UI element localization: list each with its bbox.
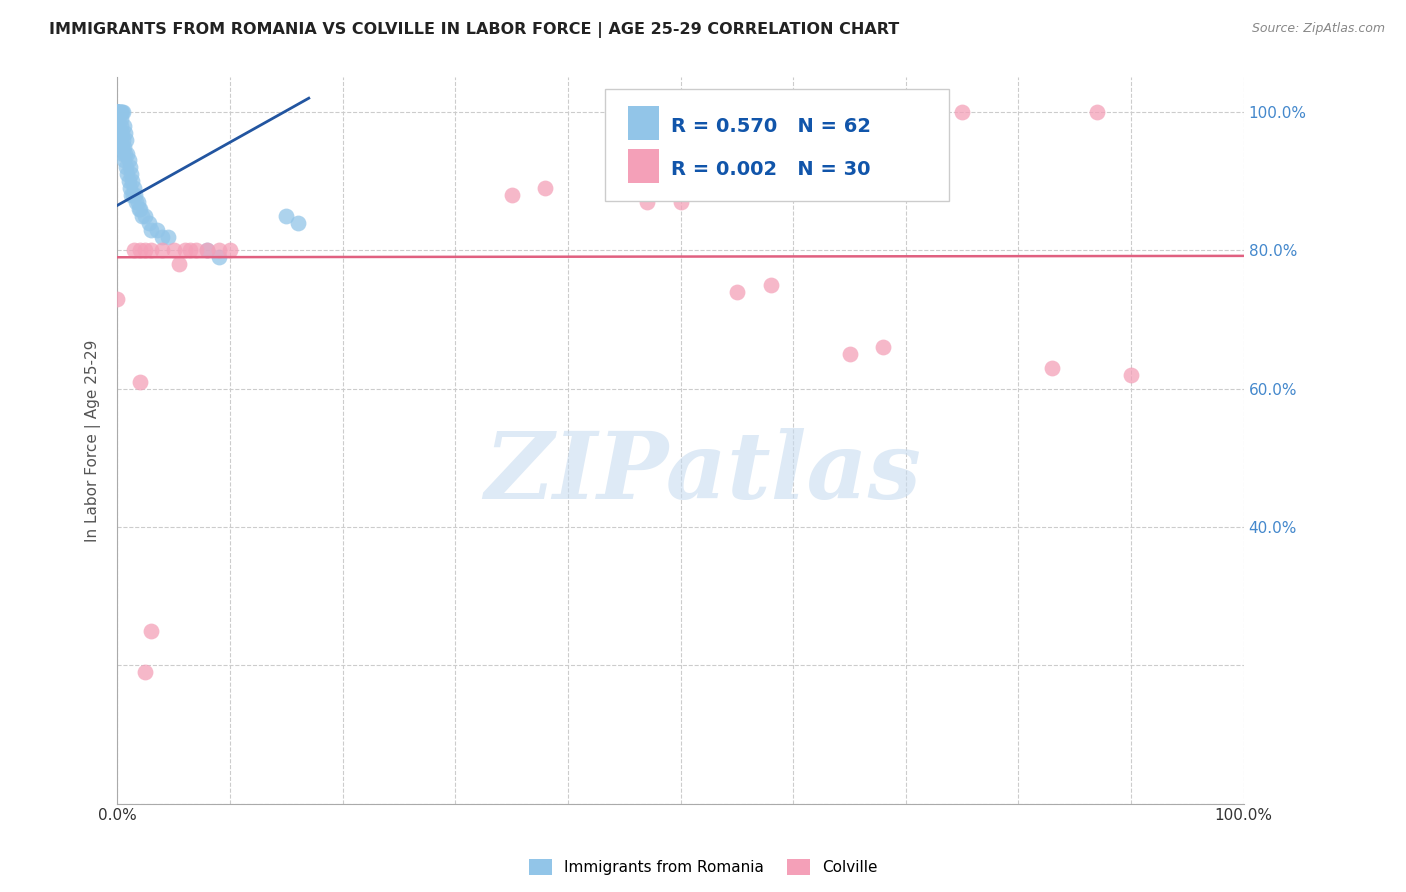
Point <box>105 105 128 120</box>
Point <box>128 375 150 389</box>
Point <box>128 202 150 216</box>
Point <box>110 112 132 126</box>
Point <box>725 285 748 299</box>
Point <box>114 146 136 161</box>
Point <box>105 133 128 147</box>
Point <box>636 194 658 209</box>
Point <box>950 105 973 120</box>
Point <box>1121 368 1143 382</box>
Point <box>173 244 195 258</box>
Point <box>669 194 692 209</box>
Point <box>134 665 156 680</box>
Point <box>150 244 173 258</box>
Point <box>1085 105 1108 120</box>
Point <box>917 105 939 120</box>
Point <box>111 146 134 161</box>
Point <box>501 188 523 202</box>
Point <box>117 153 139 168</box>
Point <box>107 105 129 120</box>
Point <box>759 277 782 292</box>
Point <box>184 244 207 258</box>
Point <box>208 244 231 258</box>
Y-axis label: In Labor Force | Age 25-29: In Labor Force | Age 25-29 <box>86 339 101 541</box>
Point <box>534 181 557 195</box>
Point <box>122 181 145 195</box>
Point <box>108 105 131 120</box>
Point <box>122 244 145 258</box>
Point <box>115 161 138 175</box>
Point <box>117 146 139 161</box>
Point <box>124 188 146 202</box>
Point <box>105 105 128 120</box>
Point <box>105 139 128 153</box>
Point <box>118 181 141 195</box>
Point <box>107 119 129 133</box>
Point <box>105 112 128 126</box>
Point <box>872 340 894 354</box>
Point <box>139 244 162 258</box>
Point <box>120 167 142 181</box>
Point <box>117 167 139 181</box>
Point <box>167 257 190 271</box>
Point <box>287 216 309 230</box>
Point <box>108 105 131 120</box>
Point <box>179 244 201 258</box>
Point <box>120 188 142 202</box>
Text: Source: ZipAtlas.com: Source: ZipAtlas.com <box>1251 22 1385 36</box>
Point <box>197 244 219 258</box>
Text: R = 0.002   N = 30: R = 0.002 N = 30 <box>671 160 870 179</box>
Point <box>107 105 129 120</box>
Point <box>127 194 149 209</box>
Point <box>115 133 138 147</box>
Point <box>110 133 132 147</box>
Legend: Immigrants from Romania, Colville: Immigrants from Romania, Colville <box>524 855 882 880</box>
Point <box>219 244 242 258</box>
Point <box>276 209 298 223</box>
Point <box>838 347 860 361</box>
Point <box>111 105 134 120</box>
Point <box>112 153 135 168</box>
Point <box>121 174 143 188</box>
Point <box>197 244 219 258</box>
Text: IMMIGRANTS FROM ROMANIA VS COLVILLE IN LABOR FORCE | AGE 25-29 CORRELATION CHART: IMMIGRANTS FROM ROMANIA VS COLVILLE IN L… <box>49 22 900 38</box>
Point <box>208 250 231 264</box>
Point <box>150 229 173 244</box>
Point <box>125 194 148 209</box>
Point <box>111 139 134 153</box>
Point <box>138 216 160 230</box>
Point <box>128 244 150 258</box>
Point <box>108 126 131 140</box>
Point <box>107 105 129 120</box>
Point <box>139 624 162 638</box>
Point <box>162 244 184 258</box>
Text: R = 0.570   N = 62: R = 0.570 N = 62 <box>671 117 870 136</box>
Point <box>111 105 134 120</box>
Point <box>105 292 128 306</box>
Point <box>114 126 136 140</box>
Point <box>105 105 128 120</box>
Point <box>112 119 135 133</box>
Point <box>111 126 134 140</box>
Point <box>117 174 139 188</box>
Point <box>134 244 156 258</box>
Text: ZIPatlas: ZIPatlas <box>485 428 921 517</box>
Point <box>139 222 162 236</box>
Point <box>110 119 132 133</box>
Point <box>156 229 179 244</box>
Point <box>1040 360 1063 375</box>
Point <box>105 105 128 120</box>
Point <box>105 119 128 133</box>
Point <box>145 222 167 236</box>
Point <box>111 133 134 147</box>
Point <box>105 126 128 140</box>
Point <box>122 188 145 202</box>
Point <box>128 202 150 216</box>
Point <box>134 209 156 223</box>
Point <box>118 161 141 175</box>
Point <box>131 209 153 223</box>
Point <box>110 105 132 120</box>
Point <box>107 105 129 120</box>
Point <box>105 105 128 120</box>
Point <box>112 139 135 153</box>
